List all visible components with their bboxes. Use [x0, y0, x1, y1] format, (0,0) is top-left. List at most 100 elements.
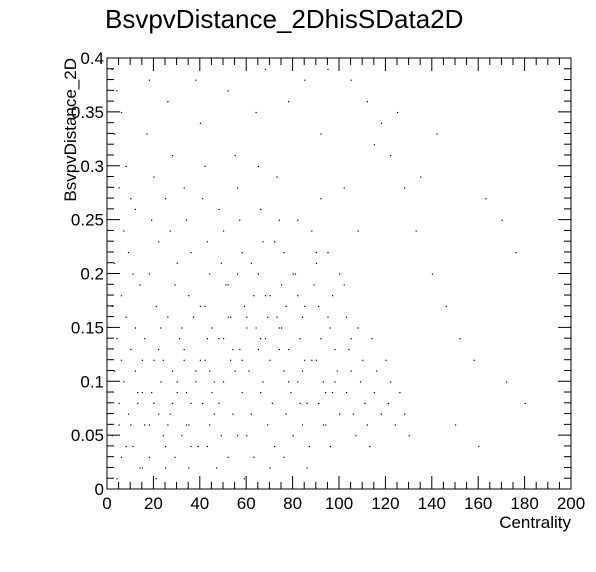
data-point [346, 316, 348, 318]
data-point [404, 413, 406, 415]
data-point [380, 122, 382, 124]
data-point [311, 359, 313, 361]
data-point [185, 392, 188, 394]
data-point [230, 316, 232, 318]
data-point [373, 144, 375, 146]
data-point [329, 327, 331, 329]
data-point [218, 338, 220, 340]
data-point [343, 187, 345, 189]
data-point [350, 79, 352, 81]
data-point [248, 370, 250, 372]
data-point [322, 381, 324, 383]
x-tick-label: 40 [190, 494, 209, 513]
data-point [236, 187, 239, 189]
data-point [199, 122, 201, 124]
data-point [137, 402, 139, 404]
data-point [225, 284, 227, 286]
data-point [301, 424, 304, 426]
data-point [343, 284, 345, 286]
data-point [239, 219, 241, 221]
data-point [114, 370, 116, 372]
data-point [350, 370, 352, 372]
data-point [364, 402, 366, 404]
data-point [334, 381, 336, 383]
data-point [445, 305, 447, 307]
data-point [239, 348, 241, 351]
data-point [141, 392, 143, 394]
y-tick-label: 0.4 [80, 49, 104, 68]
data-point [459, 338, 461, 340]
data-point [318, 305, 320, 307]
data-point [220, 435, 222, 437]
data-point [246, 316, 248, 318]
data-point [153, 402, 155, 404]
data-point [285, 305, 287, 307]
data-point [144, 424, 146, 426]
data-point [167, 101, 169, 103]
data-point [209, 273, 211, 275]
x-tick-label: 120 [371, 494, 399, 513]
data-point [185, 424, 188, 426]
y-tick-label: 0.3 [80, 157, 104, 176]
data-point [190, 445, 192, 448]
data-point [211, 327, 213, 329]
data-point [376, 370, 378, 372]
data-point [199, 359, 201, 361]
data-point [325, 392, 327, 394]
data-point [260, 338, 262, 340]
data-point [336, 370, 338, 372]
data-point [297, 219, 299, 221]
data-point [230, 359, 232, 361]
data-point [325, 424, 327, 426]
data-point [158, 413, 160, 415]
data-point [501, 219, 503, 221]
data-point [111, 68, 113, 70]
data-point [357, 327, 359, 329]
data-point [125, 316, 127, 318]
data-point [199, 305, 201, 307]
data-point [357, 230, 359, 232]
data-point [264, 338, 266, 340]
data-point [213, 413, 215, 415]
data-point [190, 252, 192, 254]
data-point [213, 381, 215, 383]
data-point [181, 327, 183, 329]
data-point [271, 402, 273, 404]
data-point [257, 165, 259, 167]
data-point [223, 381, 225, 383]
data-point [524, 402, 526, 404]
data-point [211, 392, 213, 394]
data-point [130, 424, 132, 426]
data-point [276, 176, 278, 178]
x-tick-label: 160 [464, 494, 492, 513]
data-point [123, 230, 125, 232]
data-point [206, 241, 208, 243]
data-point [118, 187, 120, 189]
data-point [148, 79, 150, 81]
data-point [332, 392, 334, 394]
data-point [114, 262, 116, 264]
data-point [172, 155, 174, 157]
data-point [260, 208, 262, 210]
data-point [306, 467, 308, 469]
data-point [352, 413, 355, 415]
data-point [204, 359, 206, 361]
data-point [195, 381, 197, 383]
data-point [148, 424, 150, 426]
data-point [236, 273, 239, 275]
data-point [195, 79, 197, 81]
data-point [327, 252, 329, 254]
data-point [232, 413, 234, 415]
data-point [304, 359, 306, 361]
data-point [276, 316, 278, 318]
data-point [202, 402, 204, 404]
data-point [267, 316, 269, 318]
data-point [188, 467, 190, 469]
data-point [183, 348, 185, 351]
data-point [278, 219, 280, 221]
data-point [288, 348, 290, 351]
data-point [297, 295, 299, 297]
data-point [283, 456, 285, 458]
data-point [320, 133, 322, 135]
